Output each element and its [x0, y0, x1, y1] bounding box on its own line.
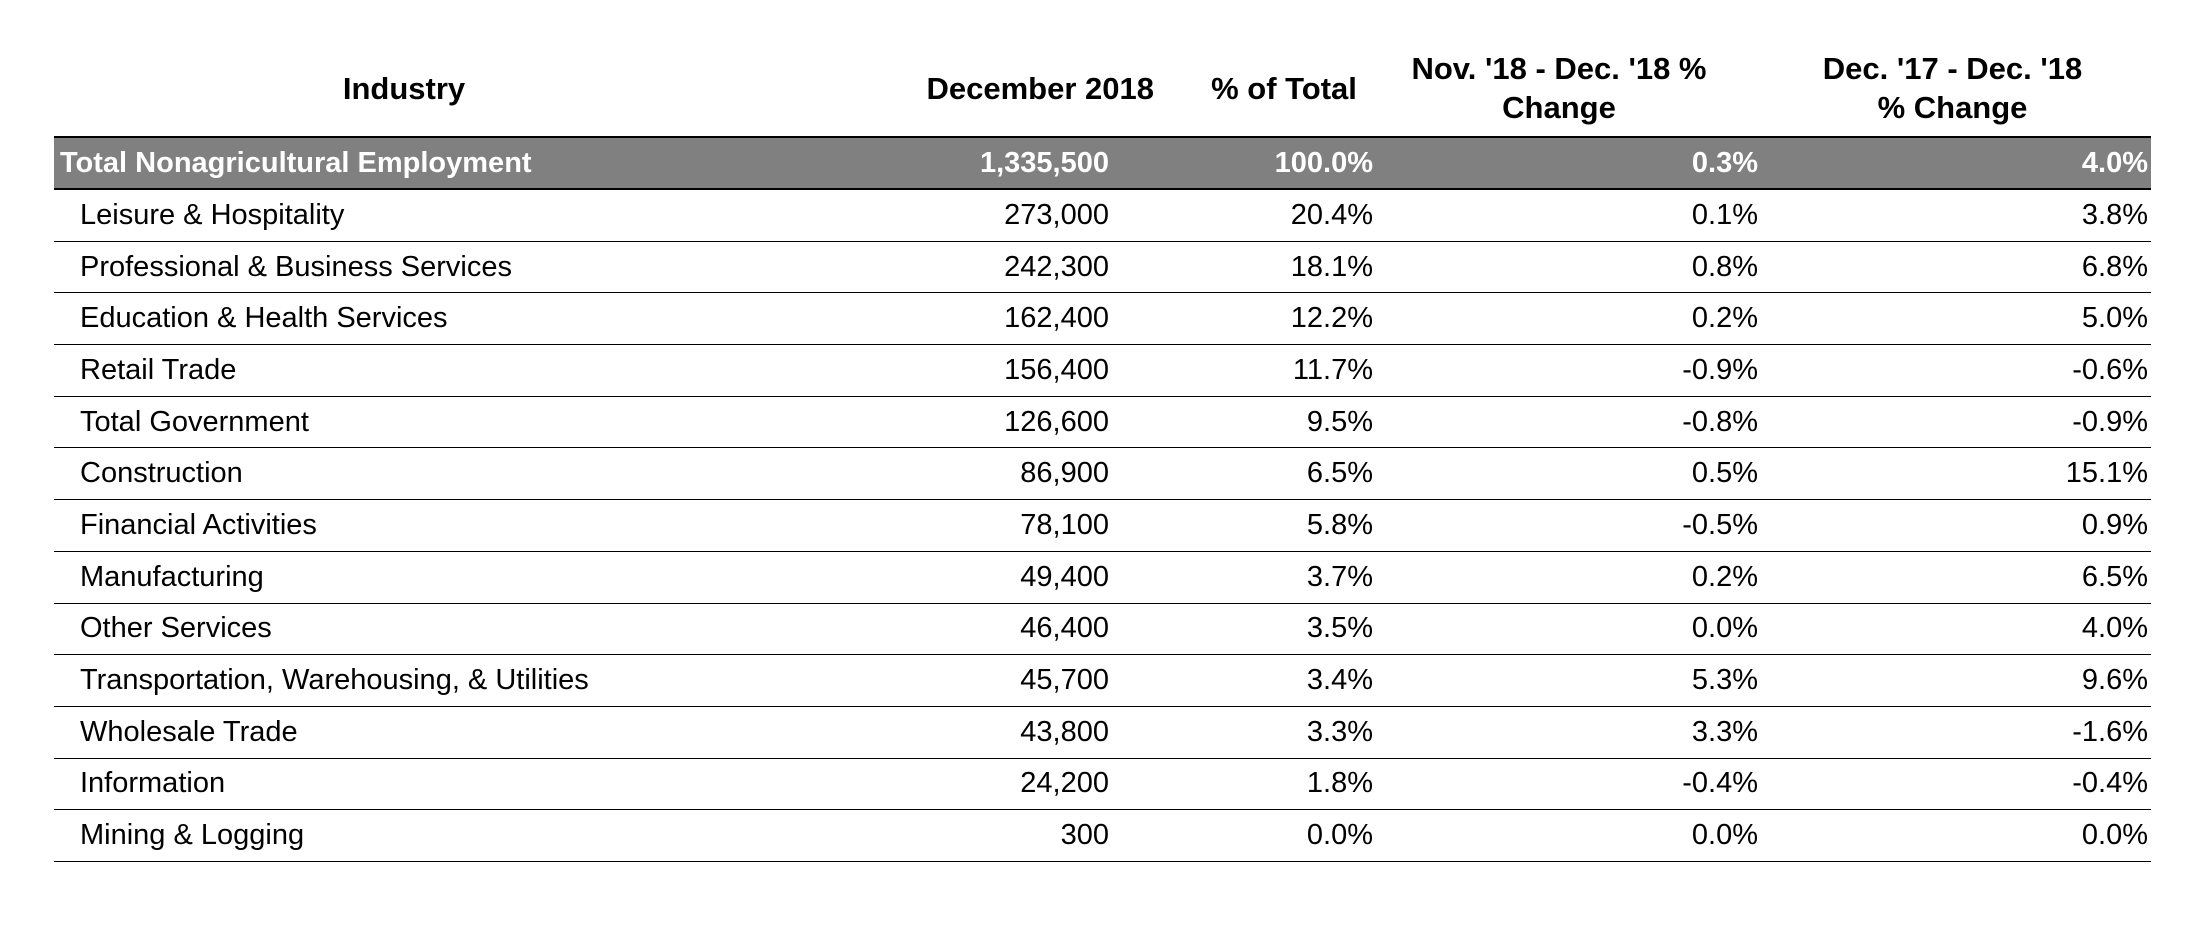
yearly-change-cell: 0.9%: [2081, 508, 2148, 541]
table-row: Other Services 46,400 3.5% 0.0% 4.0%: [54, 604, 2151, 656]
monthly-change-cell: -0.4%: [1682, 767, 1758, 800]
table-header: Industry December 2018 % of Total Nov. '…: [54, 40, 2151, 138]
yearly-change-cell: 4.0%: [2081, 612, 2148, 645]
pct-of-total-cell: 5.8%: [1306, 508, 1373, 541]
pct-of-total-cell: 11.7%: [1292, 353, 1373, 386]
table-row: Total Government 126,600 9.5% -0.8% -0.9%: [54, 397, 2151, 449]
table-row: Retail Trade 156,400 11.7% -0.9% -0.6%: [54, 345, 2151, 397]
industry-cell: Construction: [80, 457, 243, 490]
december-2018-cell: 43,800: [1020, 715, 1109, 748]
monthly-change-cell: 5.3%: [1691, 664, 1758, 697]
industry-cell: Wholesale Trade: [80, 715, 298, 748]
total-yearly-change-cell: 4.0%: [2081, 146, 2148, 179]
pct-of-total-cell: 3.5%: [1306, 612, 1373, 645]
december-2018-cell: 46,400: [1020, 612, 1109, 645]
column-header-pct-of-total: % of Total: [1211, 70, 1357, 106]
monthly-change-cell: 0.0%: [1691, 819, 1758, 852]
monthly-change-cell: -0.9%: [1682, 353, 1758, 386]
table-row: Manufacturing 49,400 3.7% 0.2% 6.5%: [54, 552, 2151, 604]
industry-cell: Other Services: [80, 612, 272, 645]
pct-of-total-cell: 0.0%: [1306, 819, 1373, 852]
pct-of-total-cell: 3.7%: [1306, 560, 1373, 593]
column-header-industry: Industry: [342, 70, 466, 106]
yearly-change-cell: 5.0%: [2081, 302, 2148, 335]
monthly-change-cell: 3.3%: [1691, 715, 1758, 748]
industry-cell: Financial Activities: [80, 508, 317, 541]
pct-of-total-cell: 9.5%: [1306, 405, 1373, 438]
table-row: Wholesale Trade 43,800 3.3% 3.3% -1.6%: [54, 707, 2151, 759]
monthly-change-cell: -0.5%: [1682, 508, 1758, 541]
industry-cell: Information: [80, 767, 226, 800]
monthly-change-cell: 0.8%: [1691, 250, 1758, 283]
monthly-change-cell: 0.2%: [1691, 302, 1758, 335]
table-row: Information 24,200 1.8% -0.4% -0.4%: [54, 759, 2151, 811]
total-december-2018-cell: 1,335,500: [979, 146, 1109, 179]
yearly-change-cell: -0.9%: [2072, 405, 2148, 438]
yearly-change-cell: 0.0%: [2081, 819, 2148, 852]
table-body: Leisure & Hospitality 273,000 20.4% 0.1% 3.8…: [54, 190, 2151, 862]
december-2018-cell: 78,100: [1020, 508, 1109, 541]
pct-of-total-cell: 18.1%: [1290, 250, 1373, 283]
pct-of-total-cell: 1.8%: [1306, 767, 1373, 800]
pct-of-total-cell: 12.2%: [1290, 302, 1373, 335]
industry-cell: Professional & Business Services: [80, 250, 512, 283]
industry-cell: Transportation, Warehousing, & Utilities: [80, 664, 589, 697]
pct-of-total-cell: 3.3%: [1306, 715, 1373, 748]
pct-of-total-cell: 6.5%: [1306, 457, 1373, 490]
total-row: Total Nonagricultural Employment 1,335,5…: [54, 138, 2151, 190]
december-2018-cell: 273,000: [1004, 198, 1109, 231]
table-row: Leisure & Hospitality 273,000 20.4% 0.1% 3.8…: [54, 190, 2151, 242]
monthly-change-cell: 0.1%: [1691, 198, 1758, 231]
column-header-december-2018: December 2018: [926, 70, 1155, 106]
monthly-change-cell: 0.0%: [1691, 612, 1758, 645]
employment-table: Industry December 2018 % of Total Nov. '…: [54, 40, 2151, 862]
december-2018-cell: 126,600: [1004, 405, 1109, 438]
yearly-change-cell: 6.5%: [2081, 560, 2148, 593]
yearly-change-cell: 3.8%: [2081, 198, 2148, 231]
december-2018-cell: 156,400: [1004, 353, 1109, 386]
table-row: Transportation, Warehousing, & Utilities…: [54, 655, 2151, 707]
column-header-monthly-change: Nov. '18 - Dec. '18 % Change: [1411, 51, 1707, 125]
december-2018-cell: 49,400: [1020, 560, 1109, 593]
yearly-change-cell: -0.4%: [2072, 767, 2148, 800]
december-2018-cell: 162,400: [1004, 302, 1109, 335]
industry-cell: Total Government: [80, 405, 309, 438]
yearly-change-cell: 6.8%: [2081, 250, 2148, 283]
industry-cell: Mining & Logging: [80, 819, 305, 852]
table-row: Professional & Business Services 242,300 1…: [54, 242, 2151, 294]
yearly-change-cell: 15.1%: [2065, 457, 2148, 490]
industry-cell: Leisure & Hospitality: [80, 198, 345, 231]
total-monthly-change-cell: 0.3%: [1691, 146, 1758, 179]
monthly-change-cell: 0.2%: [1691, 560, 1758, 593]
column-header-yearly-change: Dec. '17 - Dec. '18 % Change: [1822, 51, 2083, 125]
december-2018-cell: 24,200: [1020, 767, 1109, 800]
industry-cell: Manufacturing: [80, 560, 264, 593]
pct-of-total-cell: 3.4%: [1306, 664, 1373, 697]
monthly-change-cell: 0.5%: [1691, 457, 1758, 490]
table-row: Financial Activities 78,100 5.8% -0.5% 0.9%: [54, 500, 2151, 552]
december-2018-cell: 45,700: [1020, 664, 1109, 697]
december-2018-cell: 300: [1060, 819, 1109, 852]
industry-cell: Retail Trade: [80, 353, 237, 386]
total-pct-of-total-cell: 100.0%: [1274, 146, 1373, 179]
december-2018-cell: 242,300: [1004, 250, 1109, 283]
pct-of-total-cell: 20.4%: [1290, 198, 1373, 231]
december-2018-cell: 86,900: [1020, 457, 1109, 490]
yearly-change-cell: 9.6%: [2081, 664, 2148, 697]
table-row: Education & Health Services 162,400 12.2% 0…: [54, 293, 2151, 346]
monthly-change-cell: -0.8%: [1682, 405, 1758, 438]
yearly-change-cell: -1.6%: [2072, 715, 2148, 748]
total-industry-cell: Total Nonagricultural Employment: [60, 146, 532, 179]
table-row: Mining & Logging 300 0.0% 0.0% 0.0%: [54, 810, 2151, 862]
table-row: Construction 86,900 6.5% 0.5% 15.1%: [54, 448, 2151, 501]
industry-cell: Education & Health Services: [80, 302, 448, 335]
yearly-change-cell: -0.6%: [2072, 353, 2148, 386]
